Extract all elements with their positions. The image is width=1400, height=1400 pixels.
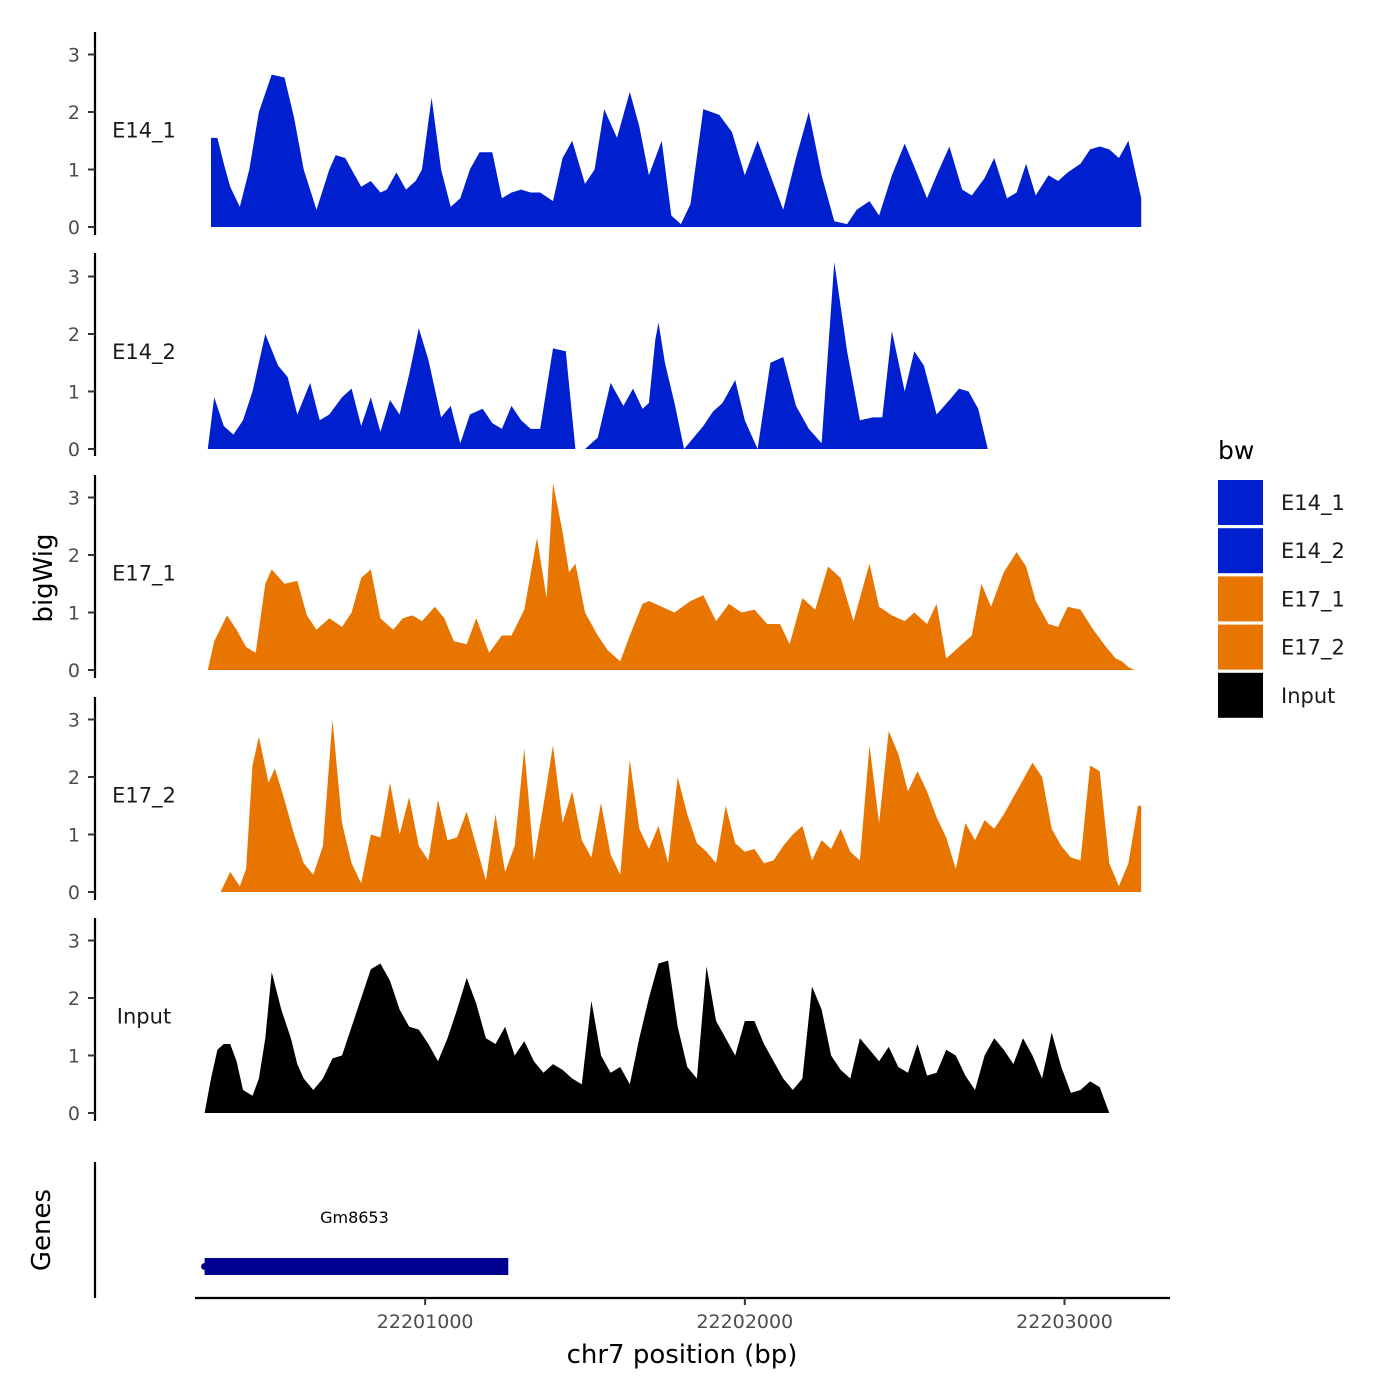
signal-area-E14_2 [207, 262, 1145, 449]
y-tick-label: 0 [68, 882, 80, 904]
signal-area-E17_2 [220, 719, 1142, 892]
legend-label: E17_1 [1281, 587, 1345, 612]
track-label: E14_2 [112, 340, 176, 365]
y-tick-label: 2 [68, 102, 80, 124]
y-tick-label: 0 [68, 660, 80, 682]
legend-swatch-Input [1218, 672, 1263, 718]
legend: bw E14_1 E14_2 E17_1 E17_2 Input [1218, 436, 1345, 718]
y-tick-label: 2 [68, 988, 80, 1010]
x-tick-label: 22203000 [1016, 1311, 1113, 1333]
track-label: Input [117, 1005, 171, 1029]
track-Input: 0 1 2 3 Input [68, 918, 1145, 1125]
gene-label: Gm8653 [320, 1208, 389, 1227]
legend-label: E17_2 [1281, 636, 1345, 661]
x-axis: 22201000 22202000 22203000 [195, 1296, 1170, 1333]
y-tick-label: 1 [68, 160, 80, 182]
legend-swatch-E14_2 [1218, 528, 1263, 574]
signal-area-Input [204, 960, 1145, 1113]
track-label: E17_1 [112, 562, 176, 587]
genes-panel-title: Genes [27, 1189, 57, 1271]
gene-Gm8653 [204, 1258, 509, 1275]
signal-area-E14_1 [211, 74, 1142, 227]
y-tick-label: 3 [68, 267, 80, 289]
y-tick-label: 1 [68, 603, 80, 625]
y-tick-label: 2 [68, 767, 80, 789]
track-label: E14_1 [112, 119, 176, 144]
legend-title: bw [1218, 436, 1254, 465]
y-tick-label: 2 [68, 324, 80, 346]
track-E17_2: 0 1 2 3 E17_2 [68, 697, 1142, 904]
track-E14_2: 0 1 2 3 E14_2 [68, 253, 1145, 461]
y-tick-label: 1 [68, 1046, 80, 1068]
track-E17_1: 0 1 2 3 E17_1 [68, 475, 1148, 682]
x-tick-label: 22201000 [377, 1311, 474, 1333]
track-label: E17_2 [112, 784, 176, 809]
y-tick-label: 0 [68, 1103, 80, 1125]
legend-label: E14_2 [1281, 539, 1345, 564]
gene-start-marker [201, 1263, 209, 1270]
x-tick-label: 22202000 [696, 1311, 793, 1333]
y-axis-title: bigWig [29, 533, 59, 622]
y-tick-label: 3 [68, 710, 80, 732]
y-tick-label: 1 [68, 382, 80, 404]
y-tick-label: 3 [68, 488, 80, 510]
y-tick-label: 0 [68, 439, 80, 461]
genes-panel: Genes Gm8653 [27, 1162, 509, 1298]
y-tick-label: 1 [68, 825, 80, 847]
y-tick-label: 3 [68, 931, 80, 953]
signal-tracks: 0 1 2 3 E14_1 0 1 2 3 E14_2 0 1 2 3 E17_1 0 1 2 3 E17_2 0 1 2 3… [68, 32, 1148, 1125]
y-tick-label: 2 [68, 545, 80, 567]
legend-swatch-E14_1 [1218, 480, 1263, 525]
legend-label: E14_1 [1281, 491, 1345, 516]
legend-swatch-E17_2 [1218, 624, 1263, 670]
signal-area-E17_1 [207, 483, 1148, 670]
legend-label: Input [1281, 684, 1335, 708]
track-E14_1: 0 1 2 3 E14_1 [68, 32, 1142, 239]
x-axis-title: chr7 position (bp) [567, 1340, 798, 1370]
legend-swatch-E17_1 [1218, 576, 1263, 622]
y-tick-label: 3 [68, 45, 80, 67]
y-tick-label: 0 [68, 217, 80, 239]
